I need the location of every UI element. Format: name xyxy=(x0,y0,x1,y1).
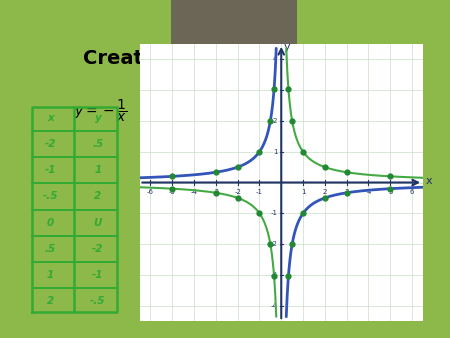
Text: -6: -6 xyxy=(147,189,154,195)
Text: 5: 5 xyxy=(388,189,392,195)
Text: -1: -1 xyxy=(92,270,104,280)
Text: -.5: -.5 xyxy=(43,191,58,201)
Text: 1: 1 xyxy=(301,189,305,195)
Text: -.5: -.5 xyxy=(90,296,106,306)
Text: .5: .5 xyxy=(45,244,56,254)
Text: 2: 2 xyxy=(94,191,102,201)
Text: -2: -2 xyxy=(270,241,277,247)
Text: $y=-\dfrac{1}{x}$: $y=-\dfrac{1}{x}$ xyxy=(74,97,127,124)
Text: -4: -4 xyxy=(191,189,198,195)
Text: -3: -3 xyxy=(270,272,277,278)
Text: .5: .5 xyxy=(92,139,104,149)
Text: -1: -1 xyxy=(270,210,277,216)
Text: 0: 0 xyxy=(47,218,54,228)
Text: 1: 1 xyxy=(47,270,54,280)
Text: 1: 1 xyxy=(273,149,277,155)
Text: Create a table and Graph:: Create a table and Graph: xyxy=(82,49,368,68)
Bar xyxy=(171,0,297,44)
Text: -5: -5 xyxy=(169,189,176,195)
Text: 2: 2 xyxy=(47,296,54,306)
Text: U: U xyxy=(94,218,102,228)
Text: x: x xyxy=(425,176,432,186)
Text: 4: 4 xyxy=(366,189,371,195)
Text: 3: 3 xyxy=(273,87,277,93)
Text: -1: -1 xyxy=(256,189,263,195)
Text: -3: -3 xyxy=(212,189,219,195)
Text: x: x xyxy=(47,113,54,123)
Text: -2: -2 xyxy=(234,189,241,195)
Text: 6: 6 xyxy=(410,189,414,195)
Text: 3: 3 xyxy=(344,189,349,195)
Text: 2: 2 xyxy=(273,118,277,124)
Text: -4: -4 xyxy=(270,303,277,309)
Text: -2: -2 xyxy=(92,244,104,254)
Text: 4: 4 xyxy=(273,56,277,62)
Text: -2: -2 xyxy=(45,139,56,149)
Text: 2: 2 xyxy=(323,189,327,195)
Text: y: y xyxy=(284,42,291,52)
Text: y: y xyxy=(94,113,101,123)
Text: -1: -1 xyxy=(45,165,56,175)
Text: 1: 1 xyxy=(94,165,102,175)
